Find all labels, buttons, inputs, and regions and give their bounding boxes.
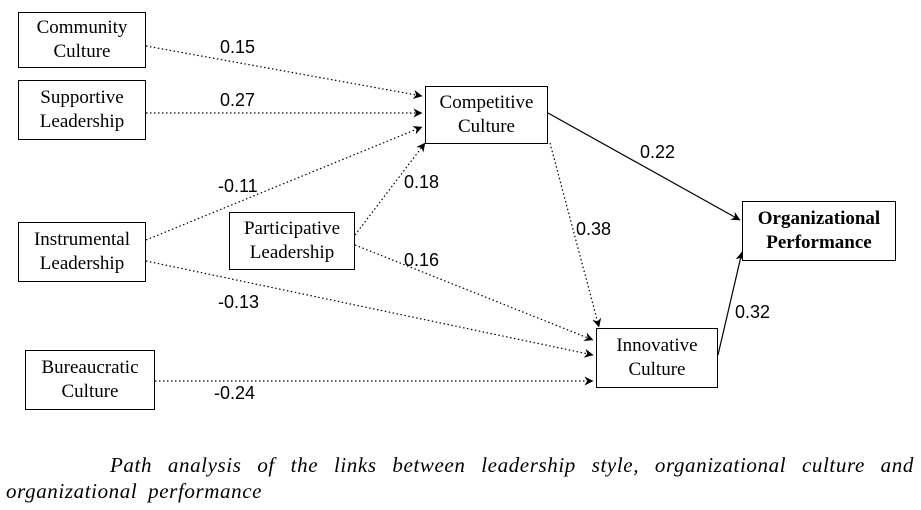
coef-instrumental-innovative: -0.13 [218,292,260,312]
path-innovative-to-performance [717,251,745,356]
node-participative-leadership: Participative Leadership [229,212,355,270]
coef-participative-innovative: 0.16 [404,250,440,270]
node-competitive-culture: Competitive Culture [425,86,548,144]
coef-participative-competitive: 0.18 [404,172,440,192]
path-participative-to-competitive [354,142,426,236]
node-bureaucratic-culture: Bureaucratic Culture [25,350,155,410]
coef-innovative-performance: 0.32 [735,302,771,322]
path-participative-to-innovative [354,244,594,342]
coef-bureaucratic-innovative: -0.24 [214,383,256,403]
path-community-to-competitive [145,45,423,99]
node-organizational-performance: Organizational Performance [742,201,896,261]
figure-caption: Path analysis of the links between leade… [6,453,914,503]
coef-instrumental-competitive: -0.11 [218,176,258,196]
path-instrumental-to-innovative [145,260,594,358]
coef-supportive-competitive: 0.27 [220,90,256,110]
node-instrumental-leadership: Instrumental Leadership [18,222,146,282]
node-community-culture: Community Culture [18,12,146,68]
coef-competitive-performance: 0.22 [640,142,676,162]
node-supportive-leadership: Supportive Leadership [18,80,146,140]
node-innovative-culture: Innovative Culture [596,328,718,388]
path-instrumental-to-competitive [145,126,423,241]
path-competitive-to-performance [547,112,741,221]
coef-competitive-innovative: 0.38 [576,219,612,239]
coef-community-competitive: 0.15 [220,37,256,57]
